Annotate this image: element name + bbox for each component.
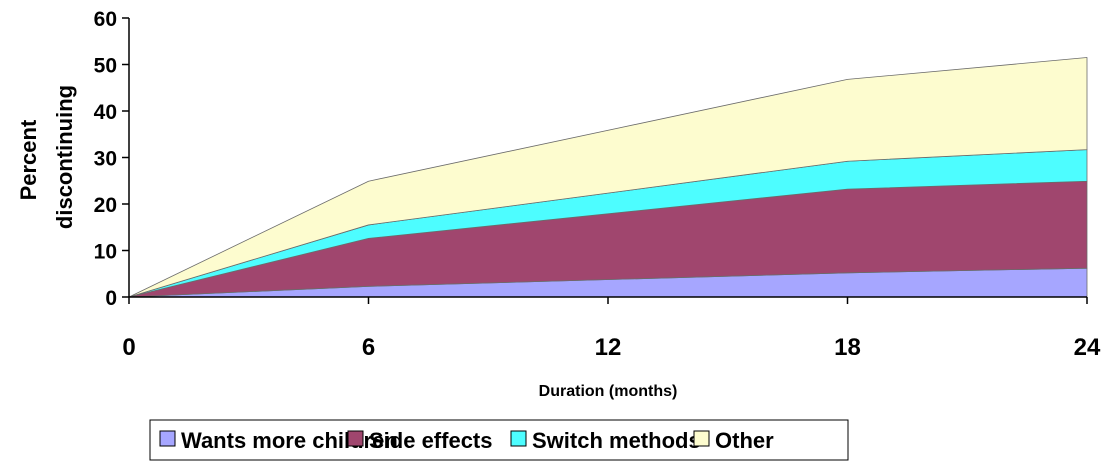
area-series-layer — [128, 57, 1088, 298]
x-axis-title: Duration (months) — [539, 383, 678, 400]
x-tick-label: 6 — [362, 334, 375, 361]
legend-frame — [149, 419, 849, 461]
legend-swatch-other — [693, 430, 710, 447]
legend-label-other: Other — [715, 428, 774, 453]
x-tick-label: 24 — [1074, 334, 1101, 361]
y-tick-label: 50 — [94, 55, 117, 78]
x-tick-label: 0 — [122, 334, 135, 361]
y-tick-label: 10 — [94, 241, 117, 264]
legend-swatch-switch-methods — [510, 430, 527, 447]
y-axis-ticks: 0 10 20 30 40 50 60 — [94, 8, 129, 310]
y-axis-title: Percent discontinuing — [16, 85, 77, 229]
legend-label-wants-more-children: Wants more children — [181, 428, 398, 453]
x-tick-label: 12 — [595, 334, 622, 361]
x-axis-ticks: 0 6 12 18 24 — [122, 297, 1101, 361]
y-axis-title-line-1: Percent — [16, 119, 41, 200]
y-axis-title-line-2: discontinuing — [52, 85, 77, 229]
y-tick-label: 20 — [94, 194, 117, 217]
y-tick-label: 60 — [94, 8, 117, 31]
y-tick-label: 30 — [94, 148, 117, 171]
y-tick-label: 0 — [105, 287, 117, 310]
legend-label-switch-methods: Switch methods — [532, 428, 701, 453]
legend-swatch-side-effects — [347, 430, 364, 447]
x-tick-label: 18 — [834, 334, 861, 361]
legend-swatch-wants-more-children — [159, 430, 176, 447]
y-tick-label: 40 — [94, 101, 117, 124]
legend-label-side-effects: Side effects — [369, 428, 493, 453]
area-series-other — [128, 57, 1088, 298]
